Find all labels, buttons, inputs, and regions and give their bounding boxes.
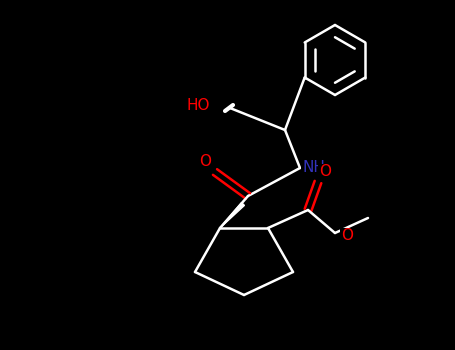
Text: HO: HO xyxy=(187,98,210,112)
Text: NH: NH xyxy=(302,161,325,175)
Text: O: O xyxy=(319,164,331,180)
Text: O: O xyxy=(341,229,353,244)
Polygon shape xyxy=(220,203,244,228)
Text: O: O xyxy=(199,154,211,169)
